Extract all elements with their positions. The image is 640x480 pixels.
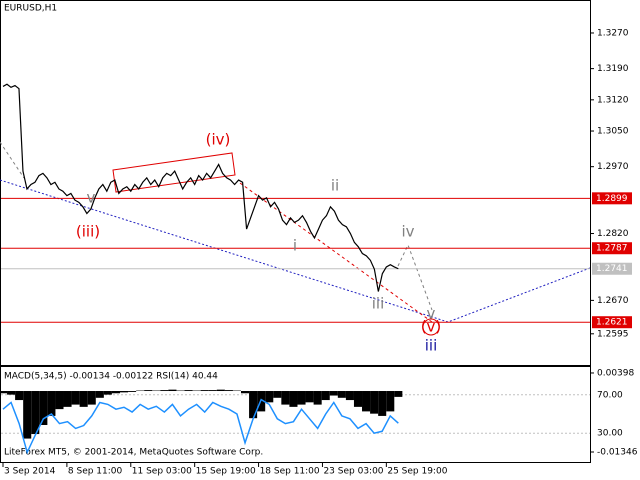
macd-bar bbox=[329, 391, 338, 396]
wave-label: iii bbox=[425, 337, 438, 355]
y-tick-label: 1.2595 bbox=[597, 329, 629, 339]
macd-bar bbox=[370, 391, 379, 414]
wave-label: (v) bbox=[421, 318, 442, 336]
x-tick-label: 15 Sep 19:00 bbox=[196, 467, 256, 477]
wave-label: v bbox=[427, 305, 436, 323]
macd-bar bbox=[289, 391, 298, 407]
macd-bar bbox=[7, 391, 16, 395]
macd-bar bbox=[87, 391, 96, 405]
macd-bar bbox=[224, 390, 233, 392]
y-tick-label: 1.3190 bbox=[597, 64, 629, 74]
wave-label: (iv) bbox=[206, 131, 231, 149]
macd-bar bbox=[168, 389, 177, 392]
macd-bar bbox=[249, 391, 258, 419]
macd-bar bbox=[160, 390, 169, 392]
projection-line bbox=[397, 243, 433, 311]
macd-bar bbox=[337, 391, 346, 398]
macd-bar bbox=[386, 391, 395, 412]
wave-label: (iii) bbox=[76, 223, 100, 241]
macd-bar bbox=[79, 391, 88, 407]
footer: LiteForex MT5, © 2001-2014, MetaQuotes S… bbox=[4, 448, 263, 458]
macd-bar bbox=[265, 391, 274, 403]
level-label: 1.2621 bbox=[596, 318, 628, 328]
x-tick-label: 11 Sep 03:00 bbox=[132, 467, 192, 477]
level-label: 1.2899 bbox=[596, 194, 628, 204]
rsi-line bbox=[2, 398, 399, 455]
x-tick-label: 18 Sep 11:00 bbox=[260, 467, 320, 477]
macd-bar bbox=[0, 391, 8, 394]
y-tick-label: 30.00 bbox=[597, 429, 623, 439]
macd-bar bbox=[71, 391, 80, 405]
macd-bar bbox=[39, 391, 48, 425]
macd-bar bbox=[378, 391, 387, 416]
y-tick-label: -0.01346 bbox=[597, 447, 638, 457]
x-tick-label: 23 Sep 03:00 bbox=[323, 467, 383, 477]
y-tick-label: 1.2970 bbox=[597, 162, 629, 172]
level-label: 1.2741 bbox=[596, 264, 628, 274]
macd-bar bbox=[305, 391, 314, 403]
macd-bar bbox=[362, 391, 371, 412]
macd-bar bbox=[31, 391, 40, 435]
wave-label: ii bbox=[331, 177, 339, 195]
y-tick-label: 1.2670 bbox=[597, 296, 629, 306]
wave-label: v bbox=[87, 189, 96, 207]
macd-bar bbox=[313, 391, 322, 405]
wave-circle bbox=[422, 318, 440, 336]
x-tick-label: 8 Sep 11:00 bbox=[68, 467, 123, 477]
indicator-panel bbox=[0, 366, 591, 463]
macd-bar bbox=[128, 391, 137, 392]
projection-line bbox=[0, 141, 25, 179]
level-label-box bbox=[592, 192, 632, 205]
indicator-title: MACD(5,34,5) -0.00134 -0.00122 RSI(14) 4… bbox=[4, 372, 218, 382]
macd-bar bbox=[119, 391, 129, 393]
macd-bar bbox=[241, 391, 250, 394]
macd-bar bbox=[200, 390, 209, 392]
macd-bar bbox=[273, 391, 282, 398]
macd-bar bbox=[95, 391, 104, 398]
macd-bar bbox=[321, 391, 330, 401]
level-label-box bbox=[592, 262, 632, 275]
y-tick-label: 1.3270 bbox=[597, 28, 629, 38]
macd-bar bbox=[216, 389, 225, 392]
macd-bar bbox=[184, 390, 193, 392]
x-tick-label: 25 Sep 19:00 bbox=[387, 467, 447, 477]
macd-bar bbox=[208, 390, 217, 392]
level-label: 1.2787 bbox=[596, 244, 628, 254]
macd-bar bbox=[394, 391, 403, 397]
macd-bar bbox=[23, 391, 32, 439]
macd-bar bbox=[345, 391, 354, 401]
main-panel bbox=[0, 0, 591, 366]
chart-title: EURUSD,H1 bbox=[4, 4, 57, 14]
y-tick-label: 1.3120 bbox=[597, 95, 629, 105]
macd-bar bbox=[297, 391, 306, 405]
channel bbox=[112, 152, 236, 193]
macd-bar bbox=[281, 391, 290, 405]
level-label-box bbox=[592, 242, 632, 255]
wave-label: i bbox=[293, 237, 297, 255]
macd-bar bbox=[103, 391, 112, 395]
wave-label: iv bbox=[401, 223, 414, 241]
y-tick-label: 1.2820 bbox=[597, 229, 629, 239]
macd-bar bbox=[47, 391, 56, 416]
macd-bar bbox=[55, 391, 64, 410]
x-tick-label: 3 Sep 2014 bbox=[4, 467, 56, 477]
y-tick-label: 1.3050 bbox=[597, 127, 629, 137]
level-label-box bbox=[592, 316, 632, 329]
macd-bar bbox=[111, 391, 120, 394]
wave-label: iii bbox=[372, 295, 385, 313]
price-line bbox=[2, 83, 399, 292]
macd-bar bbox=[63, 391, 72, 407]
macd-bar bbox=[144, 390, 153, 392]
macd-bar bbox=[15, 391, 24, 401]
macd-bar bbox=[353, 391, 363, 407]
y-tick-label: 0.00398 bbox=[597, 368, 634, 378]
y-tick-label: 70.00 bbox=[597, 390, 623, 400]
